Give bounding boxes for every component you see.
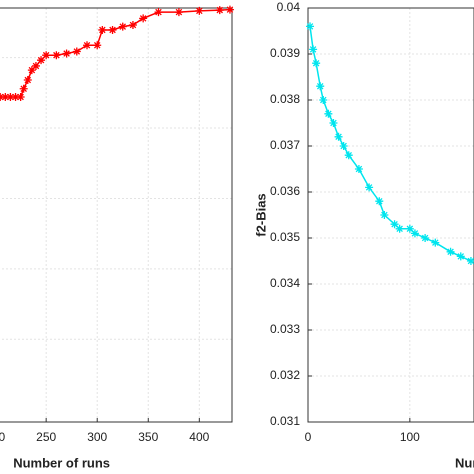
- marker: [42, 51, 51, 60]
- marker: [309, 45, 318, 54]
- y-tick-label: 0.035: [270, 230, 300, 244]
- plot-frame: [0, 7, 233, 423]
- marker: [16, 93, 25, 102]
- marker: [375, 197, 384, 206]
- marker: [23, 76, 32, 85]
- marker: [324, 109, 333, 118]
- marker: [98, 25, 107, 34]
- x-tick-label: 350: [138, 430, 158, 444]
- marker: [62, 49, 71, 58]
- marker: [31, 61, 40, 70]
- y-tick-label: 0.034: [270, 276, 300, 290]
- marker: [72, 47, 81, 56]
- marker: [1, 93, 10, 102]
- marker: [93, 41, 102, 50]
- marker: [410, 229, 419, 238]
- marker: [339, 142, 348, 150]
- plot-frame: [307, 7, 474, 423]
- y-tick-label: 0.033: [270, 322, 300, 336]
- marker: [306, 22, 315, 31]
- series-line: [309, 26, 472, 262]
- marker: [6, 93, 15, 102]
- y-tick-label: 0.031: [270, 414, 300, 428]
- marker: [37, 56, 46, 65]
- marker: [118, 22, 127, 31]
- marker: [312, 59, 321, 68]
- series-line: [0, 8, 230, 98]
- marker: [83, 41, 92, 50]
- marker: [139, 14, 148, 23]
- marker: [390, 220, 399, 229]
- marker: [316, 82, 325, 91]
- y-tick-label: 0.038: [270, 92, 300, 106]
- y-tick-label: 0.036: [270, 184, 300, 198]
- marker: [446, 247, 455, 256]
- marker: [0, 93, 5, 102]
- marker: [431, 238, 440, 247]
- marker: [27, 66, 36, 75]
- y-axis-label: f2-Bias: [253, 193, 268, 236]
- marker: [456, 252, 465, 261]
- marker: [11, 93, 20, 102]
- x-tick-label: 250: [36, 430, 56, 444]
- marker: [215, 6, 224, 15]
- marker: [319, 96, 328, 104]
- markers: [306, 22, 474, 265]
- marker: [354, 165, 363, 173]
- markers: [0, 5, 234, 102]
- x-tick-label: 0: [305, 430, 312, 444]
- marker: [174, 8, 183, 17]
- y-tick-label: 0.032: [270, 368, 300, 382]
- marker: [344, 151, 353, 160]
- x-tick-label: 400: [189, 430, 209, 444]
- marker: [154, 8, 163, 17]
- x-tick-label: 200: [0, 430, 5, 444]
- x-tick-label: 300: [87, 430, 107, 444]
- marker: [225, 5, 234, 14]
- marker: [19, 84, 28, 93]
- x-axis-label: Number of runs: [455, 455, 474, 470]
- marker: [421, 234, 430, 242]
- marker: [128, 20, 137, 29]
- marker: [395, 224, 404, 233]
- y-tick-label: 0.037: [270, 138, 300, 152]
- x-axis-label: Number of runs: [13, 455, 110, 470]
- y-tick-label: 0.039: [270, 46, 300, 60]
- marker: [108, 25, 117, 34]
- y-tick-label: 0.04: [277, 0, 301, 14]
- marker: [334, 132, 343, 141]
- marker: [329, 119, 338, 127]
- marker: [380, 211, 389, 219]
- marker: [195, 6, 204, 15]
- x-tick-label: 100: [400, 430, 420, 444]
- marker: [365, 183, 374, 192]
- marker: [52, 51, 61, 60]
- marker: [405, 224, 414, 233]
- marker: [466, 257, 474, 265]
